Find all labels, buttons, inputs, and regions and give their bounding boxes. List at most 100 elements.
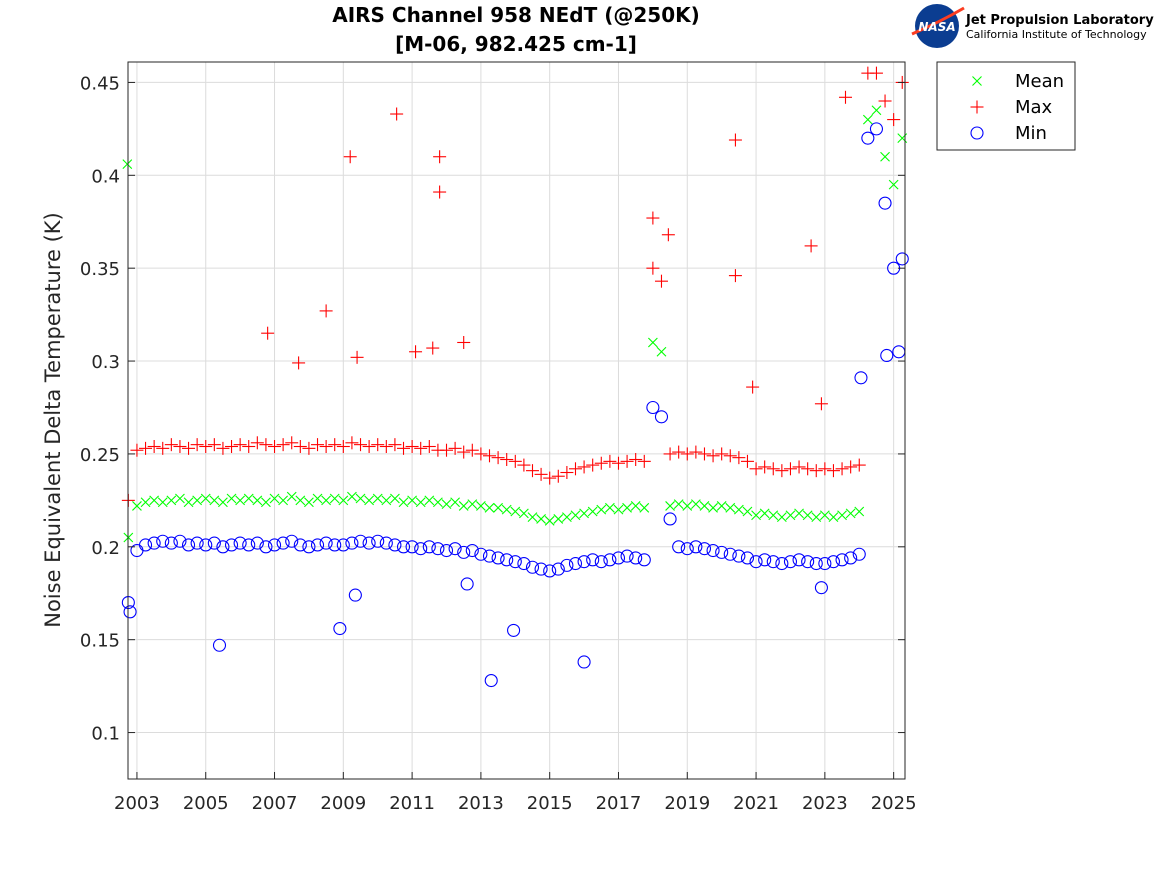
marker-stroke (708, 502, 718, 513)
marker-stroke (630, 501, 641, 511)
min-point (560, 558, 574, 572)
jpl-subtitle: California Institute of Technology (966, 28, 1147, 41)
mean-point (183, 497, 194, 508)
marker-stroke (570, 510, 581, 521)
marker-stroke (785, 510, 796, 521)
min-point (302, 540, 316, 554)
min-point (267, 538, 282, 552)
marker-stroke (768, 510, 779, 521)
marker-stroke (596, 504, 607, 515)
max-outlier-point (804, 239, 818, 253)
min-point (500, 553, 514, 567)
min-point (353, 534, 368, 548)
max-point (826, 464, 840, 478)
mean-point (450, 497, 460, 508)
max-point (311, 438, 325, 452)
min-point (603, 553, 617, 567)
mean-point (742, 506, 753, 517)
max-outlier-point (343, 150, 357, 164)
min-point (181, 538, 196, 552)
mean-point (372, 493, 383, 504)
max-point (491, 451, 505, 465)
mean-point (811, 512, 822, 522)
mean-point (278, 495, 289, 506)
x-tick-label: 2011 (389, 793, 435, 814)
mean-point (157, 497, 168, 508)
min-point (861, 131, 875, 145)
max-point (672, 445, 686, 459)
marker-stroke (562, 512, 572, 522)
marker-stroke (467, 499, 478, 509)
mean-point (871, 105, 882, 116)
mean-point (140, 497, 151, 508)
max-point (440, 443, 454, 457)
marker-stroke (553, 514, 564, 524)
marker-stroke (424, 495, 435, 506)
min-outlier-point (892, 345, 906, 359)
max-point (173, 440, 187, 454)
min-point (818, 556, 832, 571)
max-point (697, 447, 711, 461)
marker-stroke (355, 493, 366, 504)
mean-point (243, 493, 254, 504)
legend-box (936, 61, 1076, 151)
max-point (130, 443, 144, 457)
max-point (182, 441, 196, 455)
mean-point (295, 495, 306, 506)
marker-stroke (484, 502, 495, 513)
marker-stroke (501, 504, 512, 515)
max-point (809, 464, 823, 478)
mean-point (570, 510, 581, 521)
max-point (749, 462, 763, 476)
marker-stroke (347, 491, 357, 502)
min-point (577, 555, 591, 569)
max-point (766, 462, 780, 476)
min-outlier-point (507, 623, 521, 637)
marker-stroke (972, 76, 982, 86)
max-point (783, 462, 797, 476)
y-tick-label: 0.45 (80, 73, 120, 94)
marker-stroke (226, 493, 237, 504)
mean-point (759, 508, 770, 519)
min-point (783, 555, 798, 569)
max-outlier-point (433, 185, 447, 199)
min-point (543, 564, 557, 578)
marker-stroke (587, 506, 598, 517)
mean-point (261, 497, 271, 508)
marker-stroke (639, 502, 650, 513)
marker-stroke (458, 501, 469, 511)
marker-stroke (699, 501, 710, 511)
max-point (336, 440, 350, 454)
mean-point (553, 514, 564, 524)
min-point (826, 555, 841, 569)
min-point (586, 553, 600, 567)
mean-point (630, 501, 641, 511)
marker-stroke (338, 495, 349, 506)
min-point (147, 536, 161, 550)
max-point (293, 440, 307, 454)
mean-point (888, 179, 899, 190)
min-point (715, 545, 729, 559)
mean-point (854, 506, 865, 517)
y-tick-label: 0.25 (80, 445, 120, 466)
min-point (414, 542, 428, 556)
max-point (371, 438, 385, 452)
mean-point (794, 508, 804, 519)
mean-point (192, 495, 203, 506)
mean-point (613, 504, 624, 515)
mean-point (132, 501, 142, 511)
max-point (611, 456, 625, 470)
marker-stroke (665, 501, 675, 511)
max-point (646, 261, 660, 275)
max-point (448, 441, 462, 455)
axis-ticks: 2003 2005 2007 2009 2011 2013 2015 2017 2019 2021… (80, 73, 917, 814)
max-outlier-point (409, 345, 423, 359)
max-point (405, 440, 419, 454)
mean-point (269, 493, 280, 504)
max-outlier-point (661, 228, 675, 242)
max-point (319, 440, 333, 454)
marker-stroke (132, 501, 142, 511)
mean-point (862, 114, 873, 125)
marker-stroke (415, 497, 426, 508)
marker-stroke (364, 495, 375, 506)
